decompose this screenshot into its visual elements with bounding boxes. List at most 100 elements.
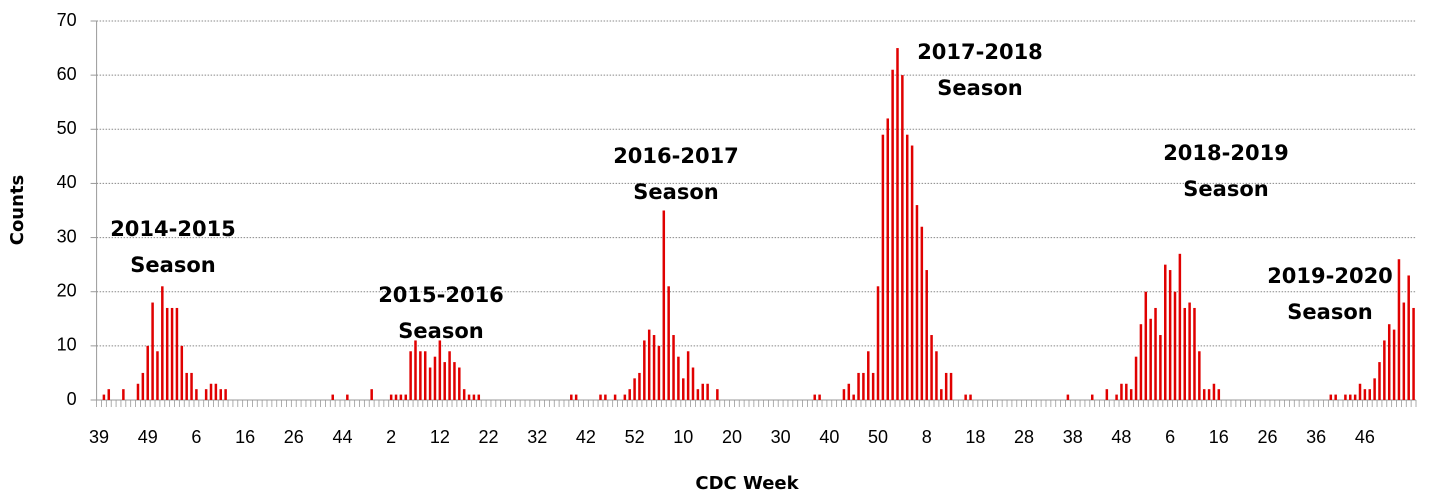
annotation: Season — [398, 319, 483, 343]
bar — [1183, 307, 1186, 400]
x-tick-label: 6 — [1165, 427, 1175, 447]
bar — [677, 356, 680, 400]
bar — [682, 378, 685, 400]
bar — [901, 75, 904, 401]
bar — [161, 286, 164, 400]
bar — [1344, 394, 1347, 400]
bar — [438, 340, 442, 400]
bar — [643, 340, 646, 400]
bar — [667, 286, 670, 400]
bar — [151, 302, 154, 400]
bar — [862, 372, 865, 400]
bar — [935, 351, 938, 400]
annotation: 2015-2016 — [378, 283, 504, 307]
bar — [876, 286, 880, 400]
y-tick-label: 40 — [57, 172, 77, 192]
bar — [1358, 383, 1362, 400]
bar — [175, 307, 179, 400]
x-tick-label: 32 — [527, 427, 547, 447]
bar — [925, 270, 928, 400]
bar — [209, 383, 213, 400]
bar — [842, 389, 846, 400]
y-tick-label: 10 — [57, 335, 77, 355]
bar — [696, 389, 700, 400]
x-tick-label: 16 — [1209, 427, 1229, 447]
bar — [1198, 351, 1201, 400]
bar — [638, 372, 641, 400]
x-tick-label: 28 — [1014, 427, 1034, 447]
bar — [1402, 302, 1406, 400]
y-tick-label: 20 — [57, 280, 77, 300]
bar — [462, 389, 466, 400]
x-tick-label: 48 — [1111, 427, 1131, 447]
x-tick-label: 52 — [625, 427, 645, 447]
bar — [370, 389, 373, 400]
bar — [219, 389, 223, 400]
x-tick-label: 12 — [430, 427, 450, 447]
annotation: Season — [130, 253, 215, 277]
x-tick-label: 26 — [284, 427, 304, 447]
bar — [1334, 394, 1337, 400]
x-tick-label: 26 — [1257, 427, 1277, 447]
bar — [847, 383, 851, 400]
y-tick-label: 30 — [57, 226, 77, 246]
y-tick-label: 0 — [67, 389, 77, 409]
x-tick-label: 10 — [673, 427, 693, 447]
bar — [1090, 394, 1094, 400]
bar — [122, 389, 125, 400]
bar — [623, 394, 627, 400]
bar — [1134, 356, 1138, 400]
bar — [716, 389, 719, 400]
x-tick-label: 30 — [771, 427, 791, 447]
bar — [969, 394, 972, 400]
bar — [346, 394, 349, 400]
bar — [1349, 394, 1352, 400]
x-tick-label: 49 — [138, 427, 158, 447]
bar — [156, 351, 159, 400]
bar — [136, 383, 140, 400]
annotation: 2017-2018 — [917, 40, 1043, 64]
x-tick-label: 50 — [868, 427, 888, 447]
bar — [404, 394, 408, 400]
bar — [1368, 389, 1371, 400]
y-tick-label: 60 — [57, 64, 77, 84]
bar — [1378, 362, 1381, 400]
y-tick-label: 50 — [57, 118, 77, 138]
bar — [701, 383, 704, 400]
bar — [443, 362, 446, 400]
annotation: 2019-2020 — [1267, 264, 1393, 288]
bar — [409, 351, 412, 400]
bar — [896, 48, 899, 400]
bar — [657, 345, 661, 400]
bar — [813, 394, 816, 400]
bar — [662, 210, 666, 400]
bar — [1178, 253, 1182, 400]
bar — [1149, 318, 1152, 400]
bar — [204, 389, 208, 400]
bar — [940, 389, 943, 400]
x-tick-label: 42 — [576, 427, 596, 447]
bar — [570, 394, 573, 400]
x-tick-label: 18 — [965, 427, 985, 447]
bar — [1066, 394, 1070, 400]
bar — [691, 367, 695, 400]
annotation: 2014-2015 — [110, 217, 236, 241]
bar — [1212, 383, 1216, 400]
bar — [1387, 324, 1391, 400]
bar — [891, 69, 894, 400]
bar — [141, 372, 145, 400]
bar — [1202, 389, 1206, 400]
bar — [419, 351, 422, 400]
bar — [399, 394, 403, 400]
bar — [102, 394, 106, 400]
bar — [871, 372, 875, 400]
bar — [604, 394, 607, 400]
bar — [1139, 324, 1143, 400]
bar — [214, 383, 218, 400]
bar — [1353, 394, 1357, 400]
bar — [706, 383, 709, 400]
x-tick-label: 8 — [922, 427, 932, 447]
bar — [1188, 302, 1191, 400]
x-tick-label: 38 — [1063, 427, 1083, 447]
